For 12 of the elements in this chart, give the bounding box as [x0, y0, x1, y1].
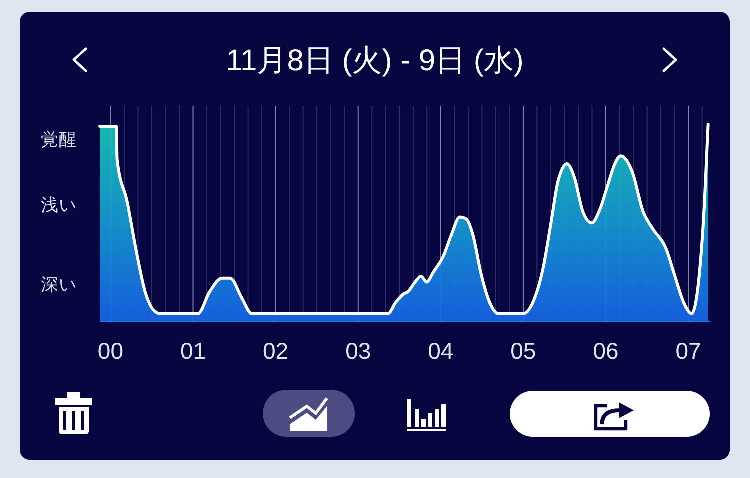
- x-tick-label: 07: [676, 338, 702, 364]
- chart-title: 11月8日 (火) - 9日 (水): [226, 44, 524, 78]
- x-tick-label: 01: [180, 338, 206, 364]
- x-tick-label: 04: [428, 338, 454, 364]
- x-tick-label: 03: [346, 338, 372, 364]
- level-label: 深い: [41, 274, 77, 294]
- x-tick-label: 02: [263, 338, 289, 364]
- x-tick-label: 00: [98, 338, 124, 364]
- level-label: 覚醒: [41, 130, 77, 150]
- x-tick-label: 06: [593, 338, 619, 364]
- level-label: 浅い: [41, 195, 77, 215]
- x-tick-label: 05: [510, 338, 536, 364]
